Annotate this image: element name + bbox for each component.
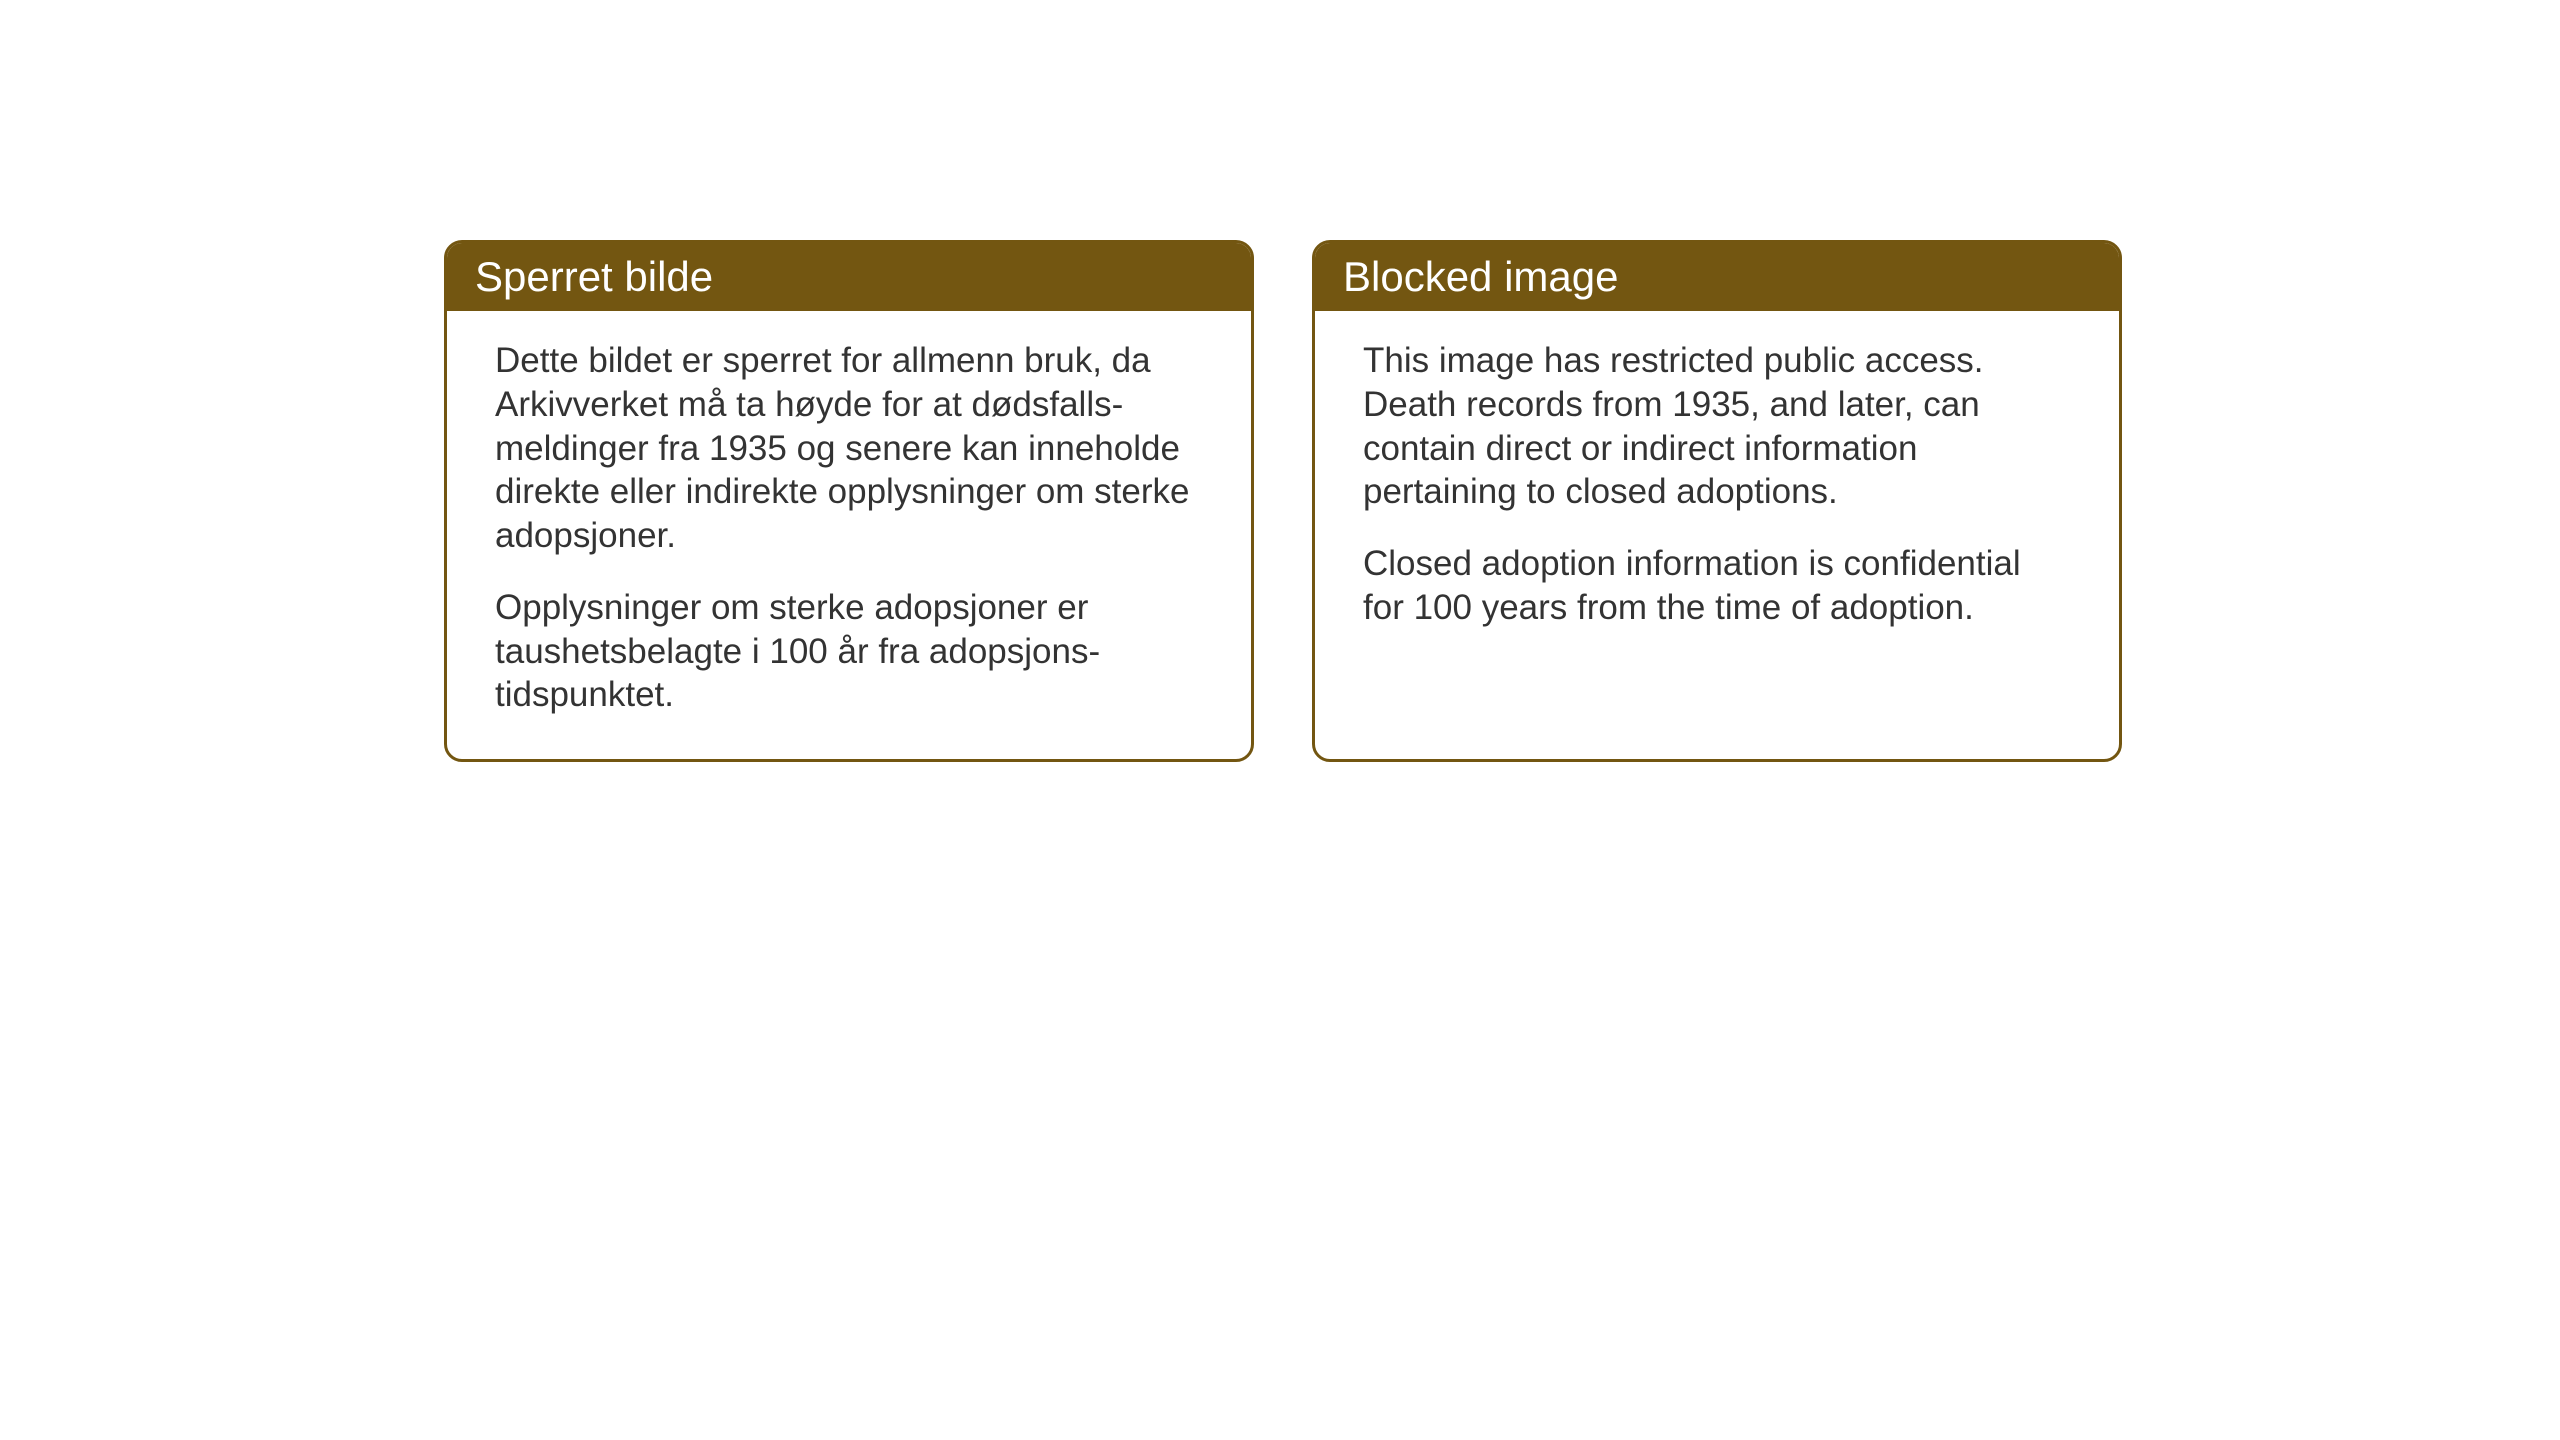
card-norwegian-header: Sperret bilde bbox=[447, 243, 1251, 311]
card-english-body: This image has restricted public access.… bbox=[1315, 311, 2119, 672]
card-english-paragraph-1: This image has restricted public access.… bbox=[1363, 339, 2071, 514]
card-norwegian-paragraph-1: Dette bildet er sperret for allmenn bruk… bbox=[495, 339, 1203, 558]
card-english-title: Blocked image bbox=[1343, 253, 1618, 300]
card-english: Blocked image This image has restricted … bbox=[1312, 240, 2122, 762]
card-norwegian-title: Sperret bilde bbox=[475, 253, 713, 300]
card-english-header: Blocked image bbox=[1315, 243, 2119, 311]
card-norwegian-paragraph-2: Opplysninger om sterke adopsjoner er tau… bbox=[495, 586, 1203, 717]
card-norwegian-body: Dette bildet er sperret for allmenn bruk… bbox=[447, 311, 1251, 759]
card-norwegian: Sperret bilde Dette bildet er sperret fo… bbox=[444, 240, 1254, 762]
cards-container: Sperret bilde Dette bildet er sperret fo… bbox=[444, 240, 2122, 762]
card-english-paragraph-2: Closed adoption information is confident… bbox=[1363, 542, 2071, 630]
